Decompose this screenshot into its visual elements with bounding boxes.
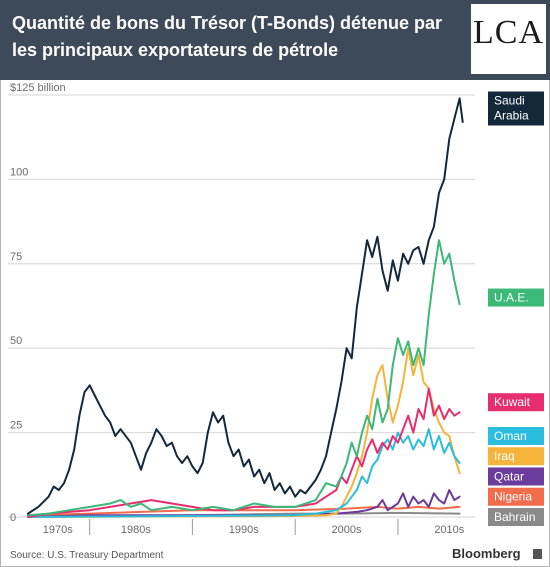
bloomberg-icon (533, 549, 542, 559)
legend-label-text-saudi-arabia: Saudi (494, 94, 525, 108)
y-tick-label: 25 (10, 420, 22, 432)
legend-label-box-bahrain (488, 508, 544, 526)
x-axis: 1970s 1980s 1990s 2000s 2010s (43, 519, 465, 536)
legend-label-text-nigeria: Nigeria (494, 490, 532, 504)
legend-label-text-saudi-arabia: Arabia (494, 109, 529, 123)
y-tick-label: 100 (10, 166, 28, 178)
legend-label-box-kuwait (488, 393, 544, 412)
x-tick-label: 1980s (121, 524, 151, 536)
y-tick-label: $125 billion (10, 82, 66, 94)
gridlines (8, 94, 475, 518)
series-line-kuwait (27, 387, 461, 518)
series-line-qatar (27, 489, 461, 518)
series-line-iraq (27, 347, 461, 518)
series-line-u-a-e (27, 239, 461, 517)
logo-text: LCA (473, 14, 544, 51)
y-tick-label: 75 (10, 251, 22, 263)
series-line-nigeria (27, 505, 461, 517)
chart-title: Quantité de bons du Trésor (T-Bonds) dét… (12, 13, 443, 60)
legend-label-text-bahrain: Bahrain (494, 510, 535, 524)
legend-label-box-oman (488, 426, 544, 445)
x-tick-label: 1990s (229, 524, 259, 536)
legend-label-box-u-a-e (488, 288, 544, 307)
legend-label-text-u-a-e: U.A.E. (494, 291, 529, 305)
legend-label-box-saudi-arabia (488, 91, 544, 126)
header-banner: Quantité de bons du Trésor (T-Bonds) dét… (0, 0, 550, 80)
legend-label-text-kuwait: Kuwait (494, 395, 531, 409)
y-axis-ticks: $125 billion 100 75 50 25 0 (10, 82, 66, 524)
series-lines (27, 97, 464, 518)
series-line-oman (27, 428, 461, 518)
legend-label-text-oman: Oman (494, 429, 527, 443)
legend-label-box-qatar (488, 467, 544, 486)
legend-label-box-iraq (488, 447, 544, 466)
source-note: Source: U.S. Treasury Department (10, 550, 164, 561)
line-chart: $125 billion 100 75 50 25 0 1970s 1980s 1990s 20… (8, 82, 544, 536)
legend-label-text-qatar: Qatar (494, 469, 524, 483)
x-tick-label: 2010s (434, 524, 464, 536)
y-tick-label: 0 (10, 512, 16, 524)
series-line-saudi-arabia (27, 97, 464, 515)
legend-label-box-nigeria (488, 487, 544, 506)
legend-label-text-iraq: Iraq (494, 449, 515, 463)
lca-logo: LCA (471, 4, 546, 74)
bloomberg-logo: Bloomberg (452, 546, 521, 561)
x-tick-label: 1970s (43, 524, 73, 536)
x-tick-label: 2000s (332, 524, 362, 536)
y-tick-label: 50 (10, 335, 22, 347)
